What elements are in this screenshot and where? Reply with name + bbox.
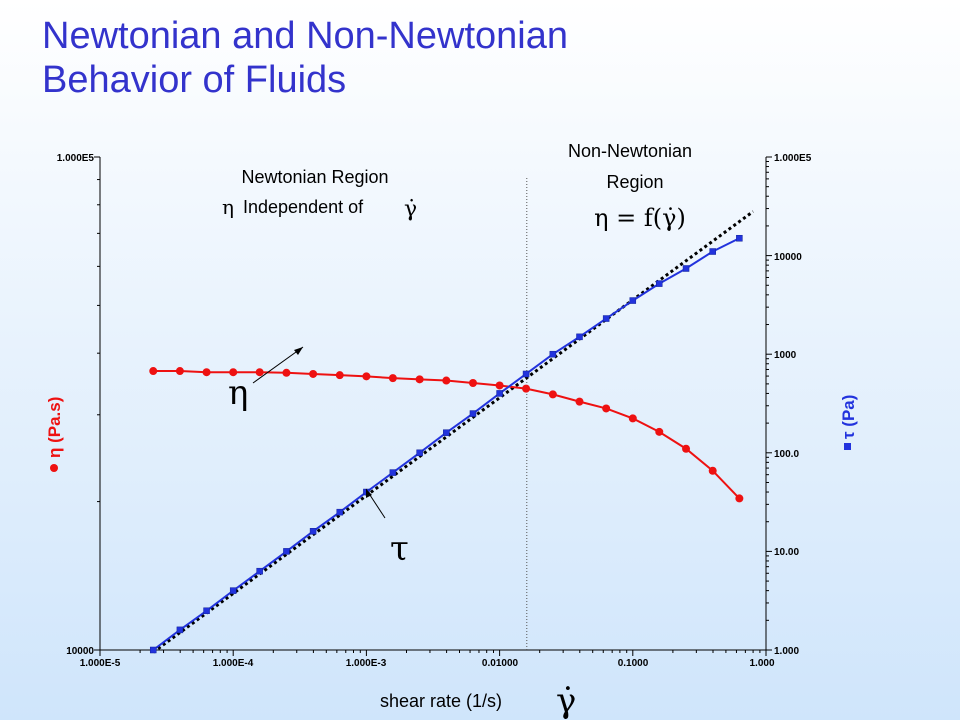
left-tick-label: 1.000E5 bbox=[57, 153, 95, 164]
eta-point bbox=[309, 369, 318, 378]
eta-legend-marker bbox=[50, 464, 58, 472]
eta-point bbox=[229, 368, 238, 377]
right-tick-label: 10.00 bbox=[774, 547, 799, 558]
newtonian-gamma-symbol: γ̇ bbox=[404, 197, 417, 222]
newtonian-eta-symbol: η bbox=[222, 195, 234, 219]
title-line-2: Behavior of Fluids bbox=[42, 59, 347, 101]
eta-point bbox=[735, 494, 744, 503]
eta-point bbox=[495, 381, 504, 390]
page-title: Newtonian and Non-Newtonian Behavior of … bbox=[42, 14, 568, 102]
tau-point bbox=[522, 370, 530, 378]
right-tick-label: 1.000E5 bbox=[774, 153, 812, 164]
newtonian-reference-path bbox=[152, 210, 754, 654]
eta-point bbox=[628, 414, 637, 423]
nonnewtonian-region-label-2: Region bbox=[606, 172, 663, 192]
right-tick-label: 1.000 bbox=[774, 646, 799, 657]
x-tick-label: 1.000E-4 bbox=[213, 658, 254, 669]
tau-point bbox=[176, 626, 184, 634]
eta-point bbox=[682, 444, 691, 453]
x-tick-label: 1.000 bbox=[749, 658, 774, 669]
x-tick-label: 1.000E-5 bbox=[80, 658, 121, 669]
eta-point bbox=[149, 367, 158, 376]
tau-point bbox=[149, 646, 157, 654]
tau-point bbox=[709, 248, 716, 255]
eta-point bbox=[388, 374, 397, 383]
eta-point bbox=[655, 427, 664, 436]
tau-callout-symbol: τ bbox=[390, 529, 409, 569]
newtonian-region-label: Newtonian Region bbox=[241, 167, 388, 187]
tau-point bbox=[389, 469, 397, 476]
eta-point bbox=[575, 397, 584, 406]
eta-point bbox=[468, 379, 477, 388]
nonnewtonian-equation: η = f(γ̇) bbox=[594, 204, 686, 232]
right-axis-label-text: τ (Pa) bbox=[839, 395, 858, 439]
left-axis-label-text: η (Pa.s) bbox=[45, 397, 64, 458]
tau-point bbox=[256, 567, 263, 575]
right-axis-label: τ (Pa) bbox=[839, 395, 858, 450]
left-axis-ticks bbox=[94, 156, 100, 651]
tau-point bbox=[656, 280, 663, 287]
x-tick-label: 1.000E-3 bbox=[346, 658, 387, 669]
eta-point bbox=[282, 368, 291, 377]
eta-series bbox=[149, 367, 744, 503]
tau-point bbox=[443, 429, 450, 436]
eta-point bbox=[362, 372, 371, 381]
eta-point bbox=[442, 376, 451, 385]
eta-point bbox=[708, 466, 717, 475]
tau-point bbox=[682, 265, 690, 272]
tau-point bbox=[229, 587, 237, 594]
tau-point bbox=[549, 350, 557, 358]
newtonian-reference-line bbox=[152, 210, 754, 654]
tau-point bbox=[203, 607, 210, 615]
tau-legend-marker bbox=[844, 443, 851, 450]
tau-point bbox=[469, 410, 477, 417]
tau-point bbox=[309, 528, 317, 535]
right-tick-label: 100.0 bbox=[774, 449, 799, 460]
newtonian-independent-label: Independent of bbox=[243, 197, 364, 217]
tau-series bbox=[149, 234, 743, 654]
nonnewtonian-region-label: Non-Newtonian bbox=[568, 141, 692, 161]
tau-point bbox=[576, 333, 583, 341]
left-axis-label: η (Pa.s) bbox=[45, 397, 64, 472]
eta-point bbox=[602, 404, 611, 413]
eta-point bbox=[335, 371, 344, 380]
eta-point bbox=[548, 390, 557, 399]
title-line-1: Newtonian and Non-Newtonian bbox=[42, 15, 568, 57]
eta-callout-arrowhead bbox=[294, 347, 303, 355]
tau-point bbox=[602, 315, 610, 322]
x-axis-label: shear rate (1/s) bbox=[380, 691, 502, 711]
eta-point bbox=[522, 384, 531, 393]
tau-point bbox=[283, 548, 290, 555]
eta-point bbox=[255, 368, 264, 377]
eta-point bbox=[202, 368, 211, 377]
x-tick-label: 0.01000 bbox=[482, 658, 519, 669]
tau-point bbox=[416, 449, 423, 457]
tau-point bbox=[629, 297, 637, 304]
x-axis-ticks bbox=[99, 650, 767, 656]
eta-point bbox=[415, 375, 424, 384]
eta-callout-arrow bbox=[252, 346, 304, 384]
right-axis-ticks bbox=[766, 156, 772, 651]
tau-point bbox=[736, 234, 743, 242]
tau-point bbox=[336, 508, 344, 516]
right-tick-label: 10000 bbox=[774, 252, 802, 263]
x-tick-label: 0.1000 bbox=[618, 658, 649, 669]
x-axis-symbol: γ̇ bbox=[556, 681, 576, 720]
right-tick-label: 1000 bbox=[774, 350, 797, 361]
eta-point bbox=[175, 367, 184, 376]
left-tick-label: 10000 bbox=[66, 646, 94, 657]
tau-callout-arrowhead bbox=[366, 489, 372, 498]
tau-point bbox=[496, 390, 503, 397]
eta-callout-symbol: η bbox=[228, 373, 248, 413]
